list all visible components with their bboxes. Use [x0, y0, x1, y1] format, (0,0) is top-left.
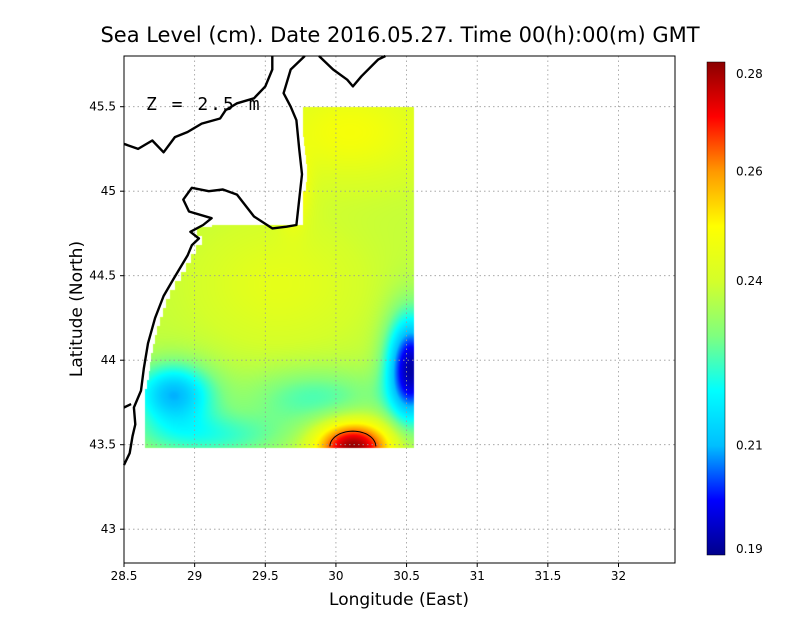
coastline-segment [123, 403, 132, 409]
y-tick-label: 44 [101, 353, 116, 367]
y-tick-label: 45.5 [89, 100, 116, 114]
x-tick-label: 31 [470, 569, 485, 583]
plot-frame [123, 55, 676, 564]
colorbar-tick-label: 0.28 [736, 67, 763, 81]
y-tick-label: 43 [101, 522, 116, 536]
x-axis-ticks: 28.5 29 29.5 30 30.5 31 31.5 32 [111, 563, 626, 583]
x-tick-label: 29 [187, 569, 202, 583]
sea-level-field [124, 56, 675, 563]
plot-area: Z = 2.5 m [122, 54, 676, 564]
y-tick-label: 44.5 [89, 269, 116, 283]
coastline-segment [122, 55, 306, 466]
colorbar-gradient [706, 61, 726, 556]
y-tick-label: 45 [101, 184, 116, 198]
colorbar-ticks: 0.19 0.21 0.24 0.26 0.28 [736, 67, 763, 556]
colorbar-tick-label: 0.26 [736, 165, 763, 179]
x-tick-label: 28.5 [111, 569, 138, 583]
x-tick-label: 32 [611, 569, 626, 583]
coastline [122, 54, 386, 466]
colorbar-tick-label: 0.24 [736, 274, 763, 288]
map-title: Sea Level (cm). Date 2016.05.27. Time 00… [100, 23, 699, 47]
x-tick-label: 29.5 [252, 569, 279, 583]
grid-lines [124, 56, 675, 563]
y-axis-ticks: 43 43.5 44 44.5 45 45.5 [89, 100, 124, 536]
colorbar: 0.19 0.21 0.24 0.26 0.28 [706, 61, 763, 556]
coastline-segment [123, 56, 274, 154]
depth-label: Z = 2.5 m [146, 94, 262, 115]
x-tick-label: 30.5 [393, 569, 420, 583]
x-axis-label: Longitude (East) [329, 590, 469, 610]
y-axis-label: Latitude (North) [67, 241, 87, 377]
x-tick-label: 30 [328, 569, 343, 583]
colorbar-tick-label: 0.21 [736, 438, 763, 452]
coastline-segment [318, 54, 386, 88]
contour-line [329, 430, 377, 447]
y-tick-label: 43.5 [89, 438, 116, 452]
colorbar-tick-label: 0.19 [736, 542, 763, 556]
x-tick-label: 31.5 [534, 569, 561, 583]
